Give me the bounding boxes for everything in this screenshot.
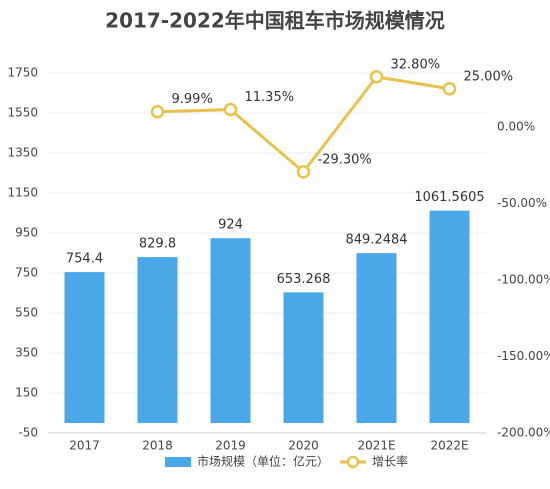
- legend-swatch: [346, 455, 360, 469]
- line-value-label: -29.30%: [318, 152, 372, 167]
- y2-tick-label: -150.00%: [497, 349, 550, 363]
- x-tick-label: 2019: [215, 439, 246, 453]
- x-tick-label: 2017: [69, 439, 100, 453]
- y-tick-label: 150: [15, 386, 38, 400]
- chart-title: 2017-2022年中国租车市场规模情况: [105, 9, 445, 33]
- bar: [210, 238, 251, 423]
- bar: [429, 210, 470, 423]
- y-tick-label: 1150: [7, 186, 38, 200]
- line-value-label: 9.99%: [172, 92, 213, 107]
- y-tick-label: 1750: [7, 66, 38, 80]
- growth-point: [150, 104, 165, 119]
- growth-point: [296, 165, 311, 179]
- bar: [137, 257, 178, 423]
- y-tick-label: 1350: [7, 146, 38, 160]
- legend-swatch: [165, 457, 191, 467]
- y-tick-label: 350: [15, 346, 38, 360]
- y2-tick-label: -50.00%: [497, 196, 547, 210]
- bar: [283, 292, 324, 423]
- x-tick-label: 2020: [288, 439, 319, 453]
- x-tick-label: 2021E: [357, 439, 395, 453]
- bar-value-label: 829.8: [139, 237, 176, 252]
- y-tick-label: 550: [15, 306, 38, 320]
- line-value-label: 25.00%: [464, 69, 514, 84]
- y2-tick-label: -100.00%: [497, 273, 550, 287]
- bar: [64, 272, 105, 423]
- x-tick-label: 2018: [142, 439, 173, 453]
- x-tick-label: 2022E: [430, 439, 468, 453]
- bar-value-label: 653.268: [277, 272, 331, 287]
- y-tick-label: 1550: [7, 106, 38, 120]
- bar-value-label: 1061.5605: [414, 190, 484, 205]
- line-value-label: 11.35%: [245, 90, 295, 105]
- growth-point: [442, 82, 457, 96]
- legend-label: 市场规模（单位：亿元）: [197, 454, 329, 469]
- y-tick-label: -50: [18, 426, 38, 440]
- y-tick-label: 950: [15, 226, 38, 240]
- bar-value-label: 849.2484: [345, 233, 407, 248]
- y2-tick-label: -200.00%: [497, 426, 550, 440]
- growth-line: [157, 75, 450, 175]
- y-tick-label: 750: [15, 266, 38, 280]
- y2-tick-label: 0.00%: [497, 120, 535, 134]
- bar: [356, 253, 397, 423]
- bar-value-label: 754.4: [66, 252, 103, 267]
- line-value-label: 32.80%: [391, 57, 441, 72]
- growth-point: [223, 102, 238, 117]
- legend-label: 增长率: [372, 454, 408, 469]
- growth-point: [369, 70, 384, 84]
- bar-value-label: 924: [218, 218, 243, 233]
